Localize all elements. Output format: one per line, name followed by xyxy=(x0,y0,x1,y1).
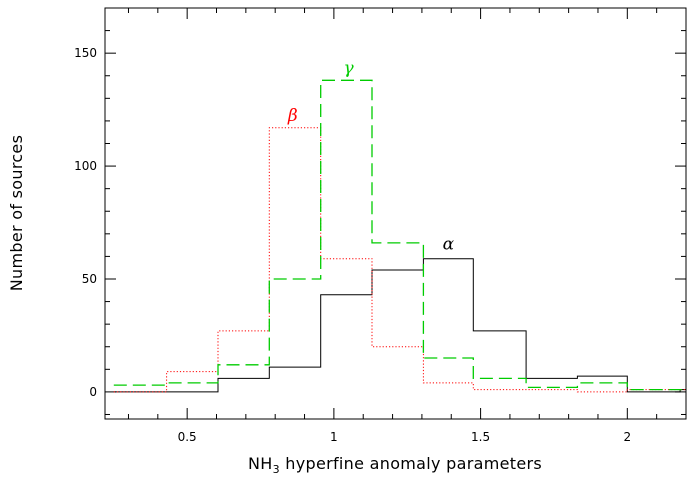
x-tick-label: 2 xyxy=(623,430,631,444)
x-axis-title-main: NH xyxy=(248,454,273,473)
series-labels: α β γ xyxy=(287,58,455,254)
y-tick-label: 0 xyxy=(89,385,97,399)
series-line-3 xyxy=(113,79,686,391)
x-tick-label: 1.5 xyxy=(471,430,490,444)
y-tick-label: 50 xyxy=(82,272,97,286)
y-tick-label: 150 xyxy=(74,46,97,60)
series-layer xyxy=(113,79,686,393)
x-tick-label: 1 xyxy=(330,430,338,444)
series-line-2 xyxy=(113,127,686,393)
x-tick-label: 0.5 xyxy=(178,430,197,444)
axis-ticks xyxy=(105,7,687,419)
x-axis-title: NH3 hyperfine anomaly parameters xyxy=(248,454,542,476)
y-tick-label: 100 xyxy=(74,159,97,173)
series-label-1: α xyxy=(443,235,455,255)
series-label-3: γ xyxy=(343,58,354,78)
axis-tick-labels: 0.5 1 1.5 2 0 50 100 150 xyxy=(74,46,631,444)
x-axis-title-rest: hyperfine anomaly parameters xyxy=(280,454,542,473)
x-axis-title-subscript: 3 xyxy=(273,463,280,476)
series-label-2: β xyxy=(287,106,298,126)
y-axis-title: Number of sources xyxy=(7,135,26,291)
plot-frame xyxy=(104,7,687,420)
